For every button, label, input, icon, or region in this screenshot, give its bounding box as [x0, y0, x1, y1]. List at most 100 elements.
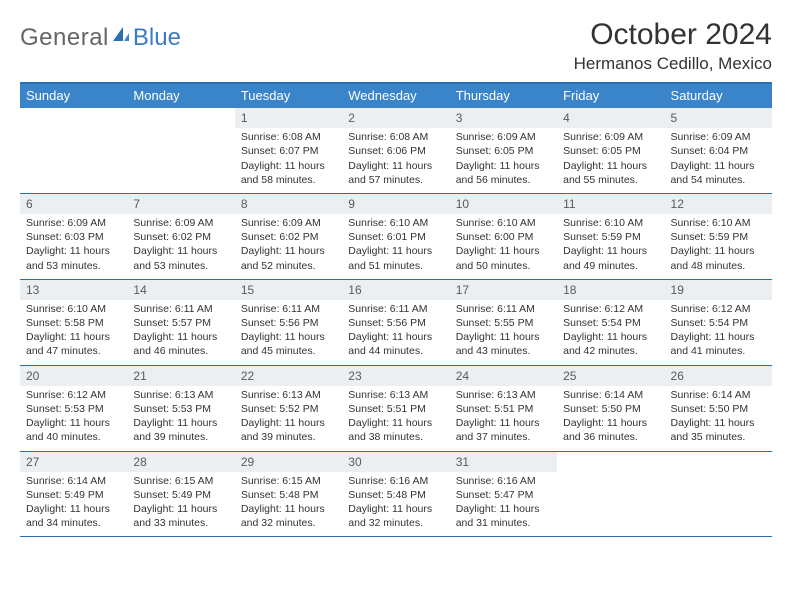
daylight-line: Daylight: 11 hours and 37 minutes.	[456, 416, 551, 444]
day-details: Sunrise: 6:12 AMSunset: 5:54 PMDaylight:…	[665, 300, 772, 365]
calendar-day-cell: 5Sunrise: 6:09 AMSunset: 6:04 PMDaylight…	[665, 108, 772, 193]
title-block: October 2024 Hermanos Cedillo, Mexico	[574, 18, 772, 74]
calendar-day-cell	[665, 452, 772, 537]
day-details: Sunrise: 6:16 AMSunset: 5:48 PMDaylight:…	[342, 472, 449, 537]
sunset-line: Sunset: 5:48 PM	[348, 488, 443, 502]
day-details: Sunrise: 6:13 AMSunset: 5:51 PMDaylight:…	[342, 386, 449, 451]
calendar-day-cell	[127, 108, 234, 193]
day-number: 4	[557, 108, 664, 128]
calendar-day-cell: 29Sunrise: 6:15 AMSunset: 5:48 PMDayligh…	[235, 452, 342, 537]
sunset-line: Sunset: 5:55 PM	[456, 316, 551, 330]
sunrise-line: Sunrise: 6:14 AM	[26, 474, 121, 488]
day-number: 23	[342, 366, 449, 386]
sunset-line: Sunset: 5:57 PM	[133, 316, 228, 330]
sunrise-line: Sunrise: 6:15 AM	[133, 474, 228, 488]
sunrise-line: Sunrise: 6:15 AM	[241, 474, 336, 488]
calendar-day-cell: 30Sunrise: 6:16 AMSunset: 5:48 PMDayligh…	[342, 452, 449, 537]
sunrise-line: Sunrise: 6:11 AM	[348, 302, 443, 316]
day-number: 12	[665, 194, 772, 214]
month-title: October 2024	[574, 18, 772, 52]
day-details: Sunrise: 6:09 AMSunset: 6:03 PMDaylight:…	[20, 214, 127, 279]
daylight-line: Daylight: 11 hours and 43 minutes.	[456, 330, 551, 358]
sunset-line: Sunset: 5:49 PM	[133, 488, 228, 502]
sunrise-line: Sunrise: 6:10 AM	[563, 216, 658, 230]
sunset-line: Sunset: 5:54 PM	[563, 316, 658, 330]
day-number: 20	[20, 366, 127, 386]
sunset-line: Sunset: 6:04 PM	[671, 144, 766, 158]
calendar-week-row: 13Sunrise: 6:10 AMSunset: 5:58 PMDayligh…	[20, 280, 772, 366]
sunrise-line: Sunrise: 6:09 AM	[456, 130, 551, 144]
daylight-line: Daylight: 11 hours and 45 minutes.	[241, 330, 336, 358]
day-details: Sunrise: 6:11 AMSunset: 5:57 PMDaylight:…	[127, 300, 234, 365]
day-details: Sunrise: 6:09 AMSunset: 6:04 PMDaylight:…	[665, 128, 772, 193]
day-header: Saturday	[665, 84, 772, 108]
sunset-line: Sunset: 5:53 PM	[26, 402, 121, 416]
calendar-day-cell: 31Sunrise: 6:16 AMSunset: 5:47 PMDayligh…	[450, 452, 557, 537]
calendar-day-cell: 25Sunrise: 6:14 AMSunset: 5:50 PMDayligh…	[557, 366, 664, 451]
day-number: 21	[127, 366, 234, 386]
calendar-day-cell: 23Sunrise: 6:13 AMSunset: 5:51 PMDayligh…	[342, 366, 449, 451]
daylight-line: Daylight: 11 hours and 53 minutes.	[26, 244, 121, 272]
sunset-line: Sunset: 6:05 PM	[456, 144, 551, 158]
daylight-line: Daylight: 11 hours and 52 minutes.	[241, 244, 336, 272]
day-number: 24	[450, 366, 557, 386]
sunrise-line: Sunrise: 6:09 AM	[241, 216, 336, 230]
sunset-line: Sunset: 6:02 PM	[241, 230, 336, 244]
sunrise-line: Sunrise: 6:09 AM	[671, 130, 766, 144]
daylight-line: Daylight: 11 hours and 58 minutes.	[241, 159, 336, 187]
day-details: Sunrise: 6:14 AMSunset: 5:50 PMDaylight:…	[665, 386, 772, 451]
day-number: 19	[665, 280, 772, 300]
calendar-day-cell: 10Sunrise: 6:10 AMSunset: 6:00 PMDayligh…	[450, 194, 557, 279]
day-number: 1	[235, 108, 342, 128]
day-number: 5	[665, 108, 772, 128]
day-number: 22	[235, 366, 342, 386]
day-details: Sunrise: 6:08 AMSunset: 6:07 PMDaylight:…	[235, 128, 342, 193]
calendar-day-cell: 14Sunrise: 6:11 AMSunset: 5:57 PMDayligh…	[127, 280, 234, 365]
day-details: Sunrise: 6:09 AMSunset: 6:02 PMDaylight:…	[127, 214, 234, 279]
day-details: Sunrise: 6:11 AMSunset: 5:56 PMDaylight:…	[342, 300, 449, 365]
daylight-line: Daylight: 11 hours and 39 minutes.	[133, 416, 228, 444]
sunrise-line: Sunrise: 6:09 AM	[26, 216, 121, 230]
sunrise-line: Sunrise: 6:12 AM	[26, 388, 121, 402]
day-number: 28	[127, 452, 234, 472]
logo-text-general: General	[20, 24, 109, 52]
day-details: Sunrise: 6:09 AMSunset: 6:05 PMDaylight:…	[557, 128, 664, 193]
sunrise-line: Sunrise: 6:10 AM	[26, 302, 121, 316]
sunrise-line: Sunrise: 6:10 AM	[456, 216, 551, 230]
sunrise-line: Sunrise: 6:12 AM	[563, 302, 658, 316]
sunset-line: Sunset: 5:50 PM	[563, 402, 658, 416]
logo: General Blue	[20, 24, 181, 52]
day-number: 30	[342, 452, 449, 472]
sunset-line: Sunset: 5:59 PM	[671, 230, 766, 244]
day-details: Sunrise: 6:11 AMSunset: 5:56 PMDaylight:…	[235, 300, 342, 365]
day-header: Monday	[127, 84, 234, 108]
sunset-line: Sunset: 5:49 PM	[26, 488, 121, 502]
calendar-day-cell: 28 Sunrise: 6:15 AMSunset: 5:49 PMDayligh…	[127, 452, 234, 537]
daylight-line: Daylight: 11 hours and 36 minutes.	[563, 416, 658, 444]
calendar-day-cell: 3Sunrise: 6:09 AMSunset: 6:05 PMDaylight…	[450, 108, 557, 193]
sunrise-line: Sunrise: 6:09 AM	[133, 216, 228, 230]
day-number: 10	[450, 194, 557, 214]
day-header: Sunday	[20, 84, 127, 108]
daylight-line: Daylight: 11 hours and 33 minutes.	[133, 502, 228, 530]
sunset-line: Sunset: 5:53 PM	[133, 402, 228, 416]
location-label: Hermanos Cedillo, Mexico	[574, 54, 772, 74]
day-number: 18	[557, 280, 664, 300]
day-number: 14	[127, 280, 234, 300]
header: General Blue October 2024 Hermanos Cedil…	[20, 18, 772, 74]
day-details: Sunrise: 6:10 AMSunset: 5:59 PMDaylight:…	[665, 214, 772, 279]
day-details: Sunrise: 6:13 AMSunset: 5:52 PMDaylight:…	[235, 386, 342, 451]
day-details: Sunrise: 6:11 AMSunset: 5:55 PMDaylight:…	[450, 300, 557, 365]
sunrise-line: Sunrise: 6:11 AM	[133, 302, 228, 316]
calendar-day-cell: 4Sunrise: 6:09 AMSunset: 6:05 PMDaylight…	[557, 108, 664, 193]
day-number: 8	[235, 194, 342, 214]
day-number: 13	[20, 280, 127, 300]
daylight-line: Daylight: 11 hours and 53 minutes.	[133, 244, 228, 272]
calendar-day-cell: 2Sunrise: 6:08 AMSunset: 6:06 PMDaylight…	[342, 108, 449, 193]
daylight-line: Daylight: 11 hours and 44 minutes.	[348, 330, 443, 358]
sunset-line: Sunset: 5:51 PM	[348, 402, 443, 416]
day-details: Sunrise: 6:09 AMSunset: 6:02 PMDaylight:…	[235, 214, 342, 279]
sunset-line: Sunset: 5:47 PM	[456, 488, 551, 502]
sunrise-line: Sunrise: 6:10 AM	[348, 216, 443, 230]
calendar-week-row: 1Sunrise: 6:08 AMSunset: 6:07 PMDaylight…	[20, 108, 772, 194]
